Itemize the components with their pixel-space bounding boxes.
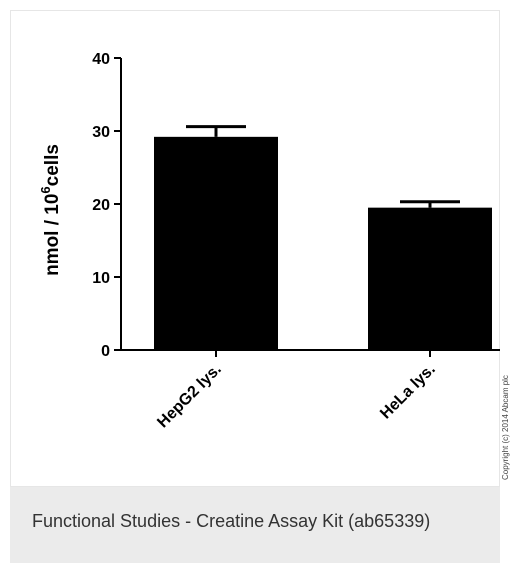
y-tick-label-0: 0 [101, 343, 110, 360]
figure-caption: Functional Studies - Creatine Assay Kit … [32, 511, 431, 531]
y-axis-label-main: nmol / 10 [42, 194, 63, 276]
y-tick-label-20: 20 [92, 197, 110, 214]
y-axis-label-suffix: cells [42, 144, 63, 186]
y-tick-label-10: 10 [92, 270, 110, 287]
bar-1 [368, 207, 492, 350]
y-axis-label-superscript: 6 [38, 186, 53, 193]
copyright-text: Copyright (c) 2014 Abcam plc [501, 375, 510, 480]
y-tick-label-40: 40 [92, 51, 110, 68]
caption-bar: Functional Studies - Creatine Assay Kit … [10, 487, 500, 563]
bar-0 [154, 136, 278, 350]
bar-chart: 0 10 20 30 40 HepG2 lys. HeLa lys. nmol / 106c… [38, 51, 510, 480]
x-tick-label-0: HepG2 lys. [154, 361, 225, 432]
x-tick-label-1: HeLa lys. [377, 361, 439, 423]
y-axis-label: nmol / 106cells [38, 144, 63, 276]
y-tick-label-30: 30 [92, 124, 110, 141]
chart-bars [154, 125, 492, 350]
